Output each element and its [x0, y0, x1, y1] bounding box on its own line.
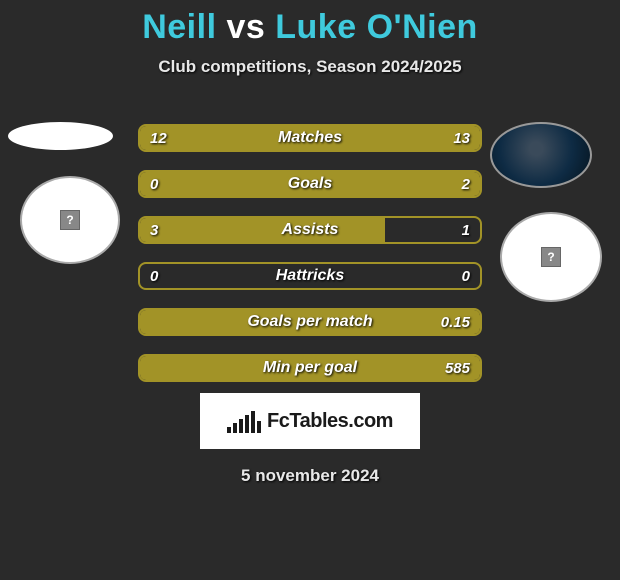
- logo-bar: [251, 411, 255, 433]
- site-logo: FcTables.com: [200, 393, 420, 449]
- stats-panel: 1213Matches02Goals31Assists00Hattricks0.…: [138, 124, 482, 400]
- stat-row: 1213Matches: [138, 124, 482, 152]
- stat-value-right: 13: [453, 126, 470, 150]
- placeholder-icon: ?: [60, 210, 80, 230]
- stat-value-right: 0: [462, 264, 470, 288]
- stat-row: 0 0Hattricks: [138, 262, 482, 290]
- stat-row: 31Assists: [138, 216, 482, 244]
- logo-bars-icon: [227, 409, 261, 433]
- stat-label: Hattricks: [140, 264, 480, 288]
- stat-value-left: 0: [150, 172, 158, 196]
- subtitle: Club competitions, Season 2024/2025: [0, 57, 620, 77]
- stat-fill: [140, 310, 480, 334]
- stat-value-right: 585: [445, 356, 470, 380]
- stat-fill: [140, 126, 480, 150]
- title-right-name: Luke O'Nien: [275, 8, 478, 46]
- stat-value-left: 12: [150, 126, 167, 150]
- title-vs: vs: [226, 8, 265, 46]
- logo-bar: [239, 419, 243, 433]
- title-left-name: Neill: [142, 8, 216, 46]
- stat-value-left: 0: [150, 264, 158, 288]
- stat-fill: [140, 356, 480, 380]
- stat-value-right: 0.15: [441, 310, 470, 334]
- player-left-club-badge: ?: [20, 176, 120, 264]
- stat-row: 02Goals: [138, 170, 482, 198]
- page-title: Neill vs Luke O'Nien: [0, 0, 620, 47]
- player-left-photo: [8, 122, 113, 150]
- stat-fill-left: [140, 218, 385, 242]
- snapshot-date: 5 november 2024: [0, 466, 620, 486]
- logo-bar: [227, 427, 231, 433]
- player-right-photo: [490, 122, 592, 188]
- stat-value-right: 1: [462, 218, 470, 242]
- logo-bar: [257, 421, 261, 433]
- placeholder-icon: ?: [541, 247, 561, 267]
- stat-row: 0.15Goals per match: [138, 308, 482, 336]
- logo-text: FcTables.com: [267, 410, 393, 433]
- player-right-club-badge: ?: [500, 212, 602, 302]
- stat-value-left: 3: [150, 218, 158, 242]
- logo-bar: [245, 415, 249, 433]
- stat-value-right: 2: [462, 172, 470, 196]
- stat-fill: [140, 172, 480, 196]
- stat-row: 585Min per goal: [138, 354, 482, 382]
- logo-bar: [233, 423, 237, 433]
